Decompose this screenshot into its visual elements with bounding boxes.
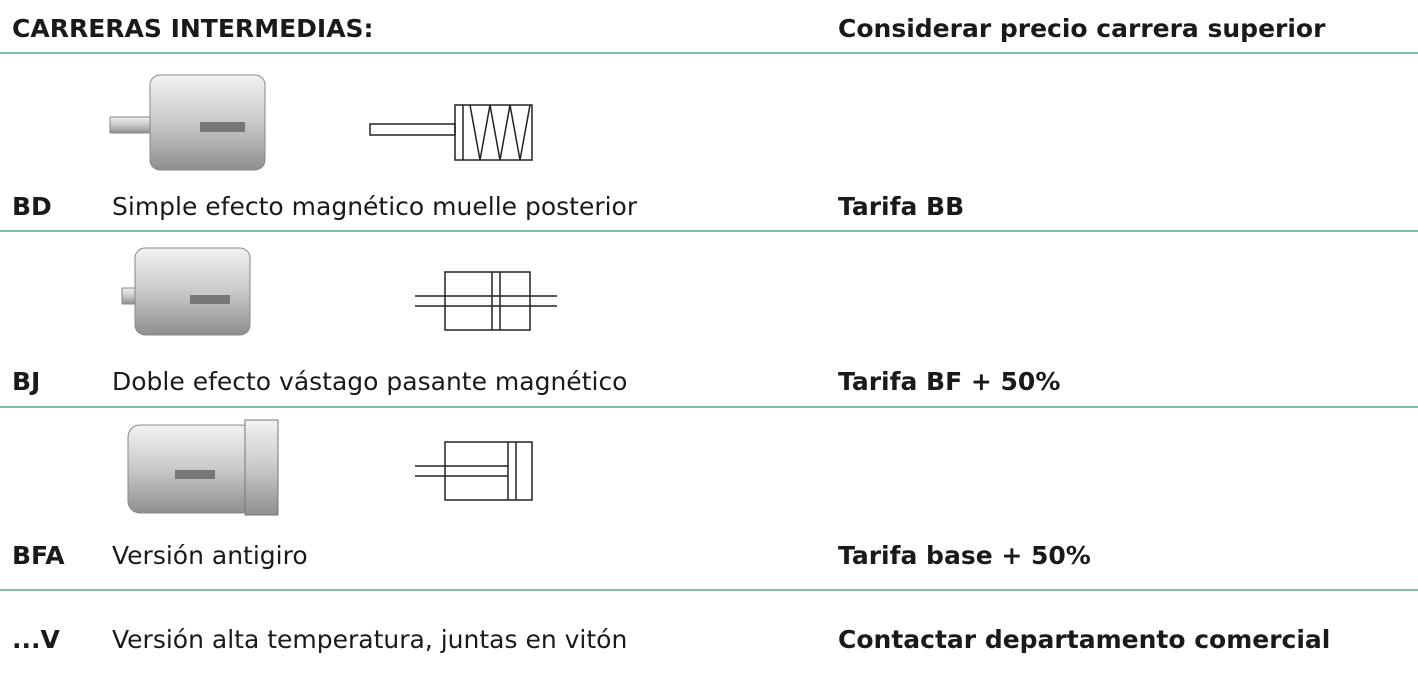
rule [0, 589, 1418, 591]
cylinder-photo-bj [121, 247, 251, 336]
price: Tarifa base + 50% [838, 541, 1091, 570]
symbol-bd [369, 104, 533, 161]
code: BD [12, 192, 52, 221]
rule [0, 406, 1418, 408]
header-title: CARRERAS INTERMEDIAS: [12, 14, 374, 43]
symbol-bfa [415, 441, 533, 501]
description: Doble efecto vástago pasante magnético [112, 367, 628, 396]
cylinder-photo-bd [109, 74, 266, 171]
symbol-bj [415, 271, 557, 331]
description: Simple efecto magnético muelle posterior [112, 192, 638, 221]
header-note: Considerar precio carrera superior [838, 14, 1326, 43]
rule [0, 230, 1418, 232]
code: BJ [12, 367, 41, 396]
price: Contactar departamento comercial [838, 625, 1331, 654]
code: ...V [12, 625, 60, 654]
description: Versión antigiro [112, 541, 308, 570]
price: Tarifa BB [838, 192, 965, 221]
cylinder-photo-bfa [127, 419, 279, 516]
price: Tarifa BF + 50% [838, 367, 1061, 396]
rule [0, 52, 1418, 54]
code: BFA [12, 541, 65, 570]
description: Versión alta temperatura, juntas en vitó… [112, 625, 628, 654]
